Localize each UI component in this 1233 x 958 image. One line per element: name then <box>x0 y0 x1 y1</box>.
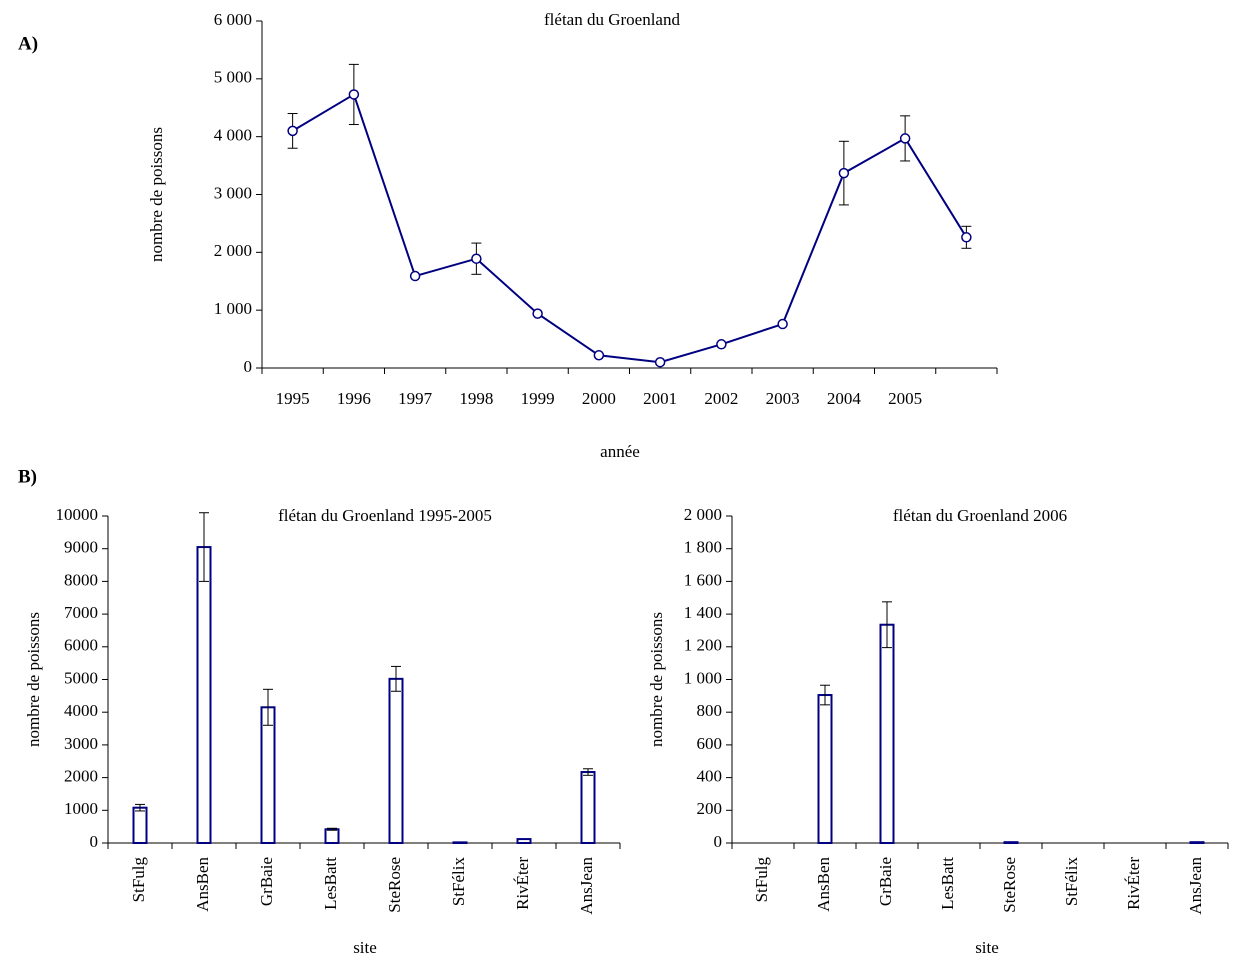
x-tick-label: 1997 <box>398 389 433 408</box>
y-axis-title: nombre de poissons <box>147 127 166 262</box>
x-tick-label: AnsBen <box>193 857 212 912</box>
chart-title: flétan du Groenland 1995-2005 <box>278 506 492 525</box>
bar <box>132 806 148 845</box>
y-tick-label: 3 000 <box>214 183 252 202</box>
data-point <box>287 125 298 137</box>
y-tick-label: 0 <box>714 832 723 851</box>
y-tick-label: 1 600 <box>684 570 722 589</box>
x-tick-label: 2004 <box>827 389 862 408</box>
x-tick-label: StFulg <box>752 857 771 903</box>
x-tick-label: StFélix <box>449 857 468 907</box>
y-tick-label: 200 <box>697 799 723 818</box>
y-axis-title: nombre de poissons <box>24 612 43 747</box>
x-tick-label: RivÉter <box>513 857 532 910</box>
data-point <box>716 339 727 350</box>
x-tick-label: 2000 <box>582 389 616 408</box>
data-point <box>409 270 421 282</box>
x-tick-label: 1998 <box>459 389 493 408</box>
x-tick-label: GrBaie <box>257 857 276 906</box>
x-tick-label: StFélix <box>1062 857 1081 907</box>
y-tick-label: 4000 <box>64 701 98 720</box>
bar <box>388 677 404 845</box>
bar <box>516 838 532 844</box>
y-axis-title: nombre de poissons <box>647 612 666 747</box>
x-tick-label: LesBatt <box>321 857 340 910</box>
chart-title: flétan du Groenland <box>544 10 680 29</box>
y-tick-label: 0 <box>244 357 253 376</box>
y-tick-label: 5 000 <box>214 68 252 87</box>
x-axis-title: année <box>600 442 640 461</box>
x-tick-label: SteRose <box>1000 857 1019 913</box>
panel-label: A) <box>18 33 38 54</box>
data-line <box>292 92 968 364</box>
x-tick-label: 1996 <box>337 389 371 408</box>
x-axis-title: site <box>975 938 999 957</box>
bar <box>817 694 833 844</box>
x-tick-label: LesBatt <box>938 857 957 910</box>
x-tick-label: AnsJean <box>1186 857 1205 915</box>
y-tick-label: 1 200 <box>684 636 722 655</box>
y-tick-label: 10000 <box>56 505 99 524</box>
chart-title: flétan du Groenland 2006 <box>893 506 1067 525</box>
y-tick-label: 6 000 <box>214 10 252 29</box>
x-tick-label: 2001 <box>643 389 677 408</box>
y-tick-label: 0 <box>90 832 99 851</box>
x-axis-title: site <box>353 938 377 957</box>
bar <box>452 841 468 845</box>
y-tick-label: 1 000 <box>684 668 722 687</box>
x-tick-label: 1999 <box>521 389 555 408</box>
data-point <box>654 356 666 368</box>
data-point <box>899 133 911 144</box>
x-tick-label: GrBaie <box>876 857 895 906</box>
x-tick-label: SteRose <box>385 857 404 913</box>
y-tick-label: 5000 <box>64 668 98 687</box>
x-tick-label: StFulg <box>129 857 148 903</box>
y-tick-label: 7000 <box>64 603 98 622</box>
y-tick-label: 1000 <box>64 799 98 818</box>
bar <box>196 546 212 844</box>
x-tick-label: AnsBen <box>814 857 833 912</box>
x-tick-label: RivÉter <box>1124 857 1143 910</box>
x-tick-label: 2003 <box>766 389 800 408</box>
y-tick-label: 1 000 <box>214 299 252 318</box>
bar <box>1003 841 1019 844</box>
data-point <box>838 167 850 179</box>
y-tick-label: 9000 <box>64 538 98 557</box>
bar <box>879 623 895 844</box>
y-tick-label: 8000 <box>64 570 98 589</box>
panel-label: B) <box>18 466 37 487</box>
y-tick-label: 2 000 <box>214 241 252 260</box>
data-point <box>471 253 482 264</box>
x-tick-label: 2002 <box>704 389 738 408</box>
x-tick-label: 1995 <box>276 389 310 408</box>
y-tick-label: 1 800 <box>684 538 722 557</box>
y-tick-label: 4 000 <box>214 126 252 145</box>
data-point <box>532 308 543 319</box>
bar <box>1189 841 1205 844</box>
data-point <box>593 350 605 361</box>
y-tick-label: 400 <box>697 767 723 786</box>
y-tick-label: 1 400 <box>684 603 722 622</box>
bar <box>260 706 276 844</box>
y-tick-label: 600 <box>697 734 723 753</box>
x-tick-label: AnsJean <box>577 857 596 915</box>
data-point <box>777 318 788 330</box>
y-tick-label: 3000 <box>64 734 98 753</box>
data-point <box>961 232 972 243</box>
y-tick-label: 2 000 <box>684 505 722 524</box>
y-tick-label: 2000 <box>64 767 98 786</box>
data-point <box>348 89 360 100</box>
bar <box>580 771 596 845</box>
x-tick-label: 2005 <box>888 389 922 408</box>
y-tick-label: 6000 <box>64 636 98 655</box>
bar <box>324 828 340 844</box>
y-tick-label: 800 <box>697 701 723 720</box>
